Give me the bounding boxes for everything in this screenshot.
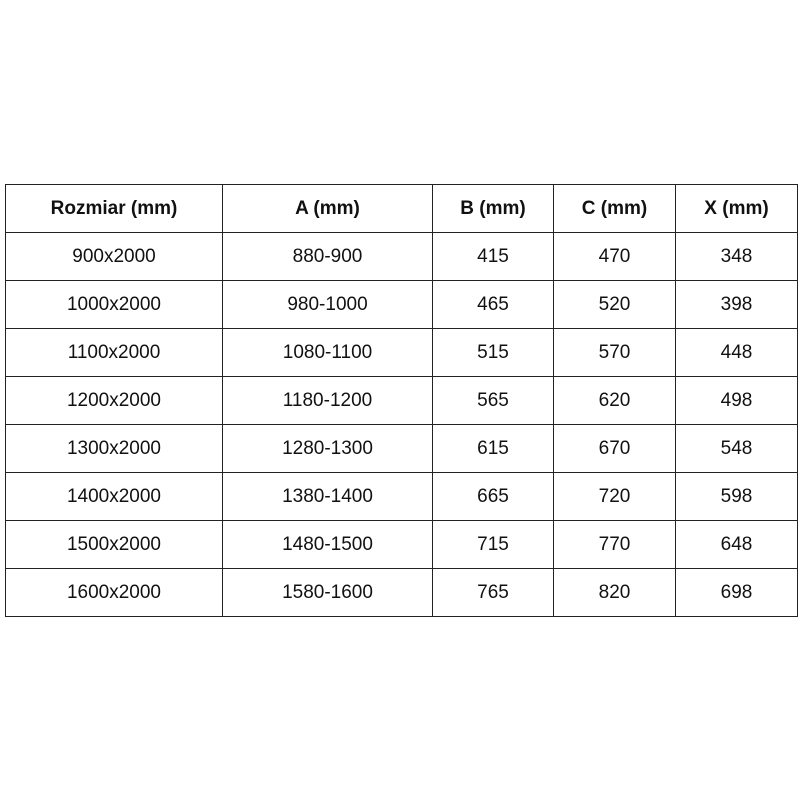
table-cell: 1380-1400 [222, 472, 433, 521]
dimensions-table: Rozmiar (mm) A (mm) B (mm) C (mm) X (mm) 900… [5, 184, 798, 617]
table-cell: 1280-1300 [222, 424, 433, 473]
table-row: 1100x2000 1080-1100 515 570 448 [5, 328, 798, 377]
table-cell: 820 [553, 568, 676, 617]
table-row: 900x2000 880-900 415 470 348 [5, 232, 798, 281]
table-cell: 880-900 [222, 232, 433, 281]
table-cell: 548 [675, 424, 798, 473]
column-header: X (mm) [675, 184, 798, 233]
table-cell: 1600x2000 [5, 568, 223, 617]
table-cell: 615 [432, 424, 554, 473]
column-header: B (mm) [432, 184, 554, 233]
table-cell: 648 [675, 520, 798, 569]
table-cell: 1400x2000 [5, 472, 223, 521]
table-cell: 415 [432, 232, 554, 281]
column-header: A (mm) [222, 184, 433, 233]
table-cell: 1480-1500 [222, 520, 433, 569]
table-cell: 980-1000 [222, 280, 433, 329]
table-cell: 515 [432, 328, 554, 377]
table-cell: 665 [432, 472, 554, 521]
table-cell: 1080-1100 [222, 328, 433, 377]
table-row: 1300x2000 1280-1300 615 670 548 [5, 424, 798, 473]
table-cell: 1300x2000 [5, 424, 223, 473]
table-row: 1400x2000 1380-1400 665 720 598 [5, 472, 798, 521]
column-header: Rozmiar (mm) [5, 184, 223, 233]
table-cell: 1500x2000 [5, 520, 223, 569]
column-header: C (mm) [553, 184, 676, 233]
table-cell: 598 [675, 472, 798, 521]
table-cell: 565 [432, 376, 554, 425]
table-cell: 900x2000 [5, 232, 223, 281]
table-cell: 465 [432, 280, 554, 329]
table-row: 1200x2000 1180-1200 565 620 498 [5, 376, 798, 425]
table-cell: 448 [675, 328, 798, 377]
table-cell: 520 [553, 280, 676, 329]
table-cell: 715 [432, 520, 554, 569]
table-cell: 698 [675, 568, 798, 617]
table-cell: 1200x2000 [5, 376, 223, 425]
table-cell: 620 [553, 376, 676, 425]
table-cell: 348 [675, 232, 798, 281]
table-cell: 1180-1200 [222, 376, 433, 425]
table-cell: 765 [432, 568, 554, 617]
table-row: 1500x2000 1480-1500 715 770 648 [5, 520, 798, 569]
table-cell: 720 [553, 472, 676, 521]
table-cell: 398 [675, 280, 798, 329]
table-cell: 670 [553, 424, 676, 473]
table-cell: 470 [553, 232, 676, 281]
table-cell: 1580-1600 [222, 568, 433, 617]
header-row: Rozmiar (mm) A (mm) B (mm) C (mm) X (mm) [5, 184, 798, 233]
table-cell: 498 [675, 376, 798, 425]
table-cell: 770 [553, 520, 676, 569]
table-row: 1000x2000 980-1000 465 520 398 [5, 280, 798, 329]
table-cell: 1100x2000 [5, 328, 223, 377]
table-cell: 1000x2000 [5, 280, 223, 329]
table-cell: 570 [553, 328, 676, 377]
table-row: 1600x2000 1580-1600 765 820 698 [5, 568, 798, 617]
